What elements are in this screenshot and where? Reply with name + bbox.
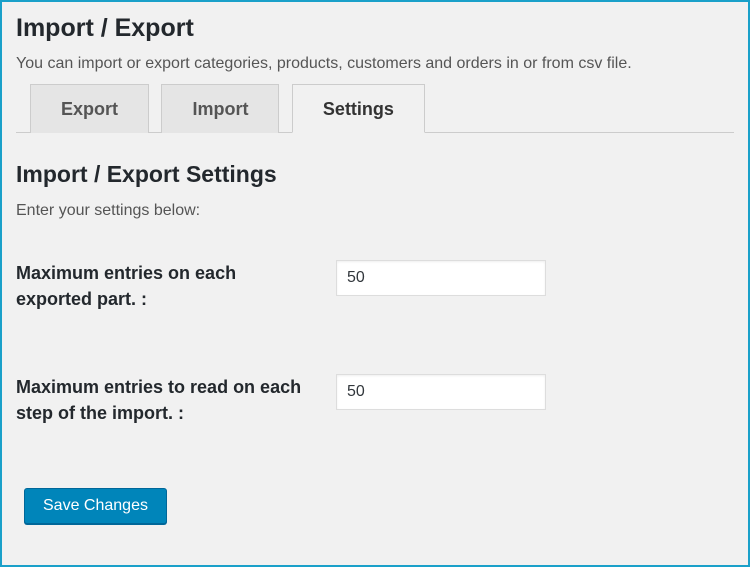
section-title: Import / Export Settings [16,161,734,188]
tab-import[interactable]: Import [161,84,279,133]
field-row-max-export: Maximum entries on each exported part. : [16,260,734,312]
max-import-label: Maximum entries to read on each step of … [16,374,336,426]
tab-export[interactable]: Export [30,84,149,133]
tab-settings[interactable]: Settings [292,84,425,133]
max-export-label: Maximum entries on each exported part. : [16,260,336,312]
page-title: Import / Export [16,14,734,43]
page-description: You can import or export categories, pro… [16,55,734,73]
tab-bar: Export Import Settings [16,83,734,133]
max-export-input[interactable] [336,260,546,296]
section-subtitle: Enter your settings below: [16,202,734,220]
field-row-max-import: Maximum entries to read on each step of … [16,374,734,426]
save-button[interactable]: Save Changes [24,488,167,524]
max-import-input[interactable] [336,374,546,410]
